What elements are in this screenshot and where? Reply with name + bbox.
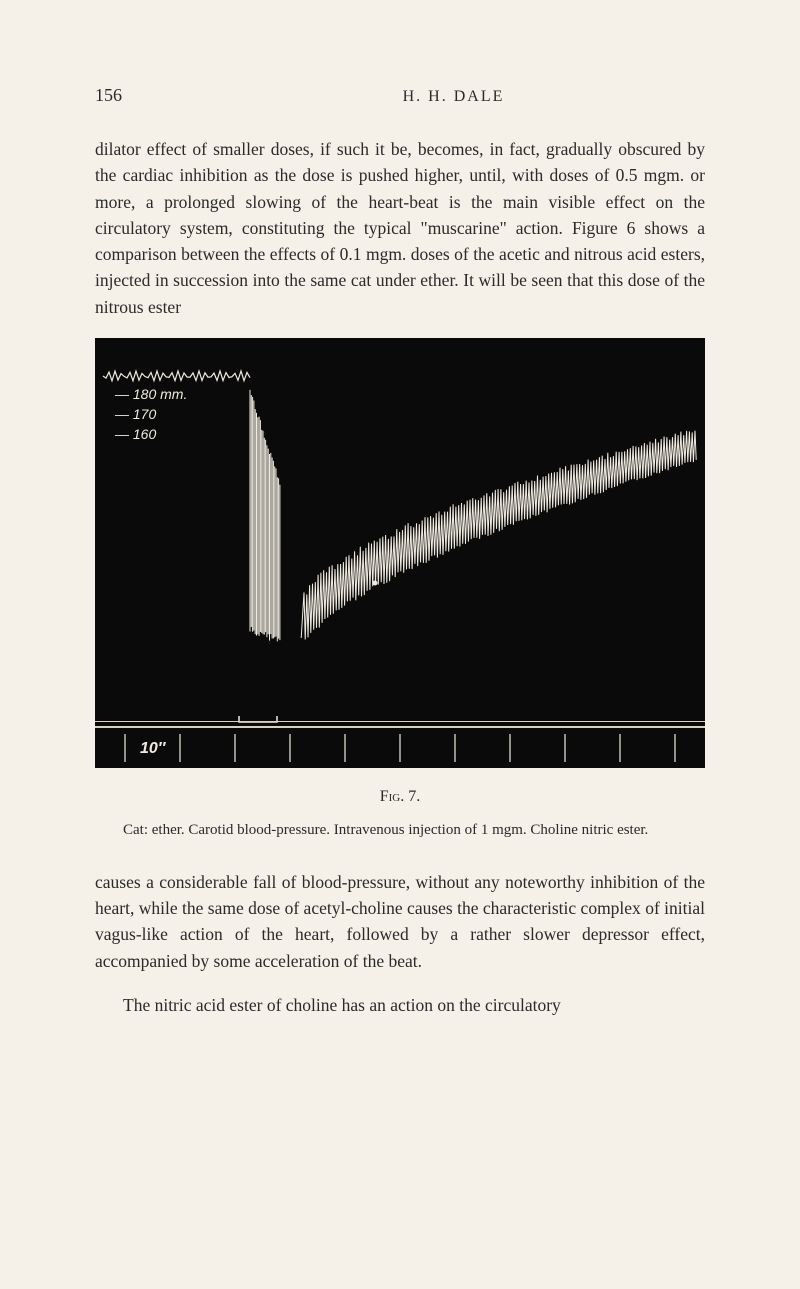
baseline-line-2 [95, 726, 705, 728]
paragraph-3: The nitric acid ester of choline has an … [95, 992, 705, 1018]
page-number: 156 [95, 85, 122, 106]
paragraph-1: dilator effect of smaller doses, if such… [95, 136, 705, 320]
time-marker: 10″ [140, 740, 165, 758]
page-header: 156 H. H. DALE [95, 85, 705, 106]
figure-label: Fig. 7. [95, 788, 705, 806]
baseline-line-1 [95, 721, 705, 722]
paragraph-2: causes a considerable fall of blood-pres… [95, 869, 705, 974]
trace-svg [95, 338, 705, 768]
author-name: H. H. DALE [403, 88, 505, 106]
y-axis-label-160: — 160 [115, 426, 156, 442]
figure-image: — 180 mm. — 170 — 160 10″ [95, 338, 705, 768]
y-axis-label-180: — 180 mm. [115, 386, 187, 402]
figure-7: — 180 mm. — 170 — 160 10″ Fig. 7. Cat: e… [95, 338, 705, 841]
y-axis-label-170: — 170 [115, 406, 156, 422]
figure-caption: Cat: ether. Carotid blood-pressure. Intr… [95, 820, 705, 841]
